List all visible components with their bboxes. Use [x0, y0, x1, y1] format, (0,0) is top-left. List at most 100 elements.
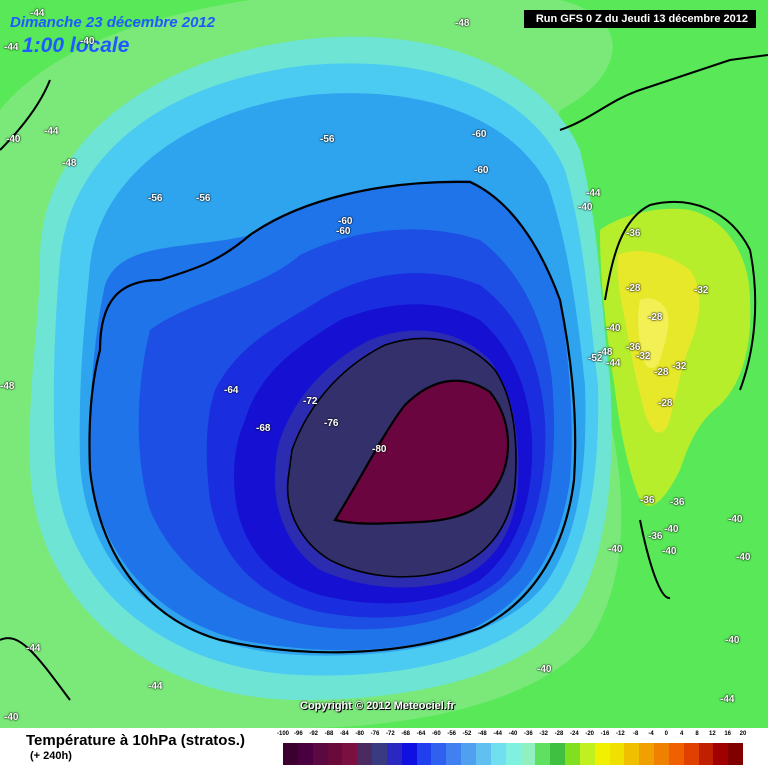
contour-value: -60: [472, 129, 487, 140]
map-local-time: 1:00 locale: [22, 34, 130, 57]
contour-value: -40: [662, 546, 677, 557]
legend-swatch: [728, 743, 744, 765]
contour-value: -40: [606, 323, 621, 334]
legend-swatch: [565, 743, 580, 765]
legend-swatch: [609, 743, 625, 765]
legend-swatch: [386, 743, 402, 765]
legend-swatch: [505, 743, 521, 765]
legend-tick: -20: [585, 731, 594, 737]
contour-value: -76: [324, 418, 339, 429]
contour-minus40-greenland: [604, 201, 757, 599]
legend-swatch: [431, 743, 447, 765]
contour-value: -72: [303, 396, 318, 407]
legend-swatch: [342, 743, 358, 765]
contour-value: -68: [256, 423, 271, 434]
copyright-text: Copyright © 2012 Meteociel.fr: [300, 700, 455, 712]
contour-value: -40: [6, 134, 21, 145]
legend-tick: -76: [370, 731, 380, 737]
contour-value: -64: [224, 385, 239, 396]
legend-swatch: [372, 743, 387, 765]
contour-value: -44: [26, 643, 41, 654]
legend-tick: -56: [447, 731, 456, 737]
contour-value: -56: [320, 134, 335, 145]
contour-value: -40: [736, 552, 751, 563]
legend-tick: -36: [523, 731, 533, 737]
legend-panel: Température à 10hPa (stratos.) (+ 240h) …: [0, 728, 768, 768]
legend-swatch: [446, 743, 462, 765]
legend-swatch: [283, 743, 298, 765]
legend-tick: -4: [648, 731, 654, 737]
contour-value: -36: [670, 497, 685, 508]
legend-swatch: [698, 743, 714, 765]
contour-value: -40: [4, 712, 19, 723]
legend-tick: -92: [309, 731, 318, 737]
legend-swatch: [668, 743, 684, 765]
legend-tick: -88: [324, 731, 334, 737]
contour-minus40-east: [559, 54, 768, 131]
contour-value: -40: [728, 514, 743, 525]
legend-tick: -24: [569, 731, 579, 737]
legend-tick: -64: [416, 731, 426, 737]
legend-tick: 12: [708, 731, 716, 737]
legend-color-bar: [283, 743, 744, 765]
legend-tick: 16: [724, 731, 731, 737]
legend-tick: 8: [695, 731, 699, 737]
contour-value: -80: [372, 444, 387, 455]
contour-value: -60: [474, 165, 489, 176]
contour-value: -32: [694, 285, 709, 296]
legend-tick: -32: [539, 731, 548, 737]
contour-value: -44: [148, 681, 163, 692]
legend-swatch: [416, 743, 432, 765]
legend-tick: -100: [276, 731, 290, 737]
legend-swatch: [594, 743, 610, 765]
legend-tick: -40: [508, 731, 518, 737]
legend-swatch: [312, 743, 328, 765]
legend-tick: -80: [355, 731, 364, 737]
contour-value: -40: [608, 544, 623, 555]
legend-tick-labels: -100 -96 -92 -88 -84 -80 -76 -72 -68 -64 -60 -56 -52…: [277, 731, 746, 741]
contour-value: -48: [455, 18, 470, 29]
legend-tick: 4: [679, 731, 684, 737]
legend-swatch: [535, 743, 551, 765]
map-title: Température à 10hPa (stratos.): [26, 732, 245, 749]
area-greenland-peak: [638, 298, 669, 369]
contour-value: -40: [80, 36, 95, 47]
contour-value: -36: [626, 342, 641, 353]
contour-value: -48: [0, 381, 15, 392]
legend-tick: -52: [462, 731, 472, 737]
contour-value: -40: [578, 202, 593, 213]
contour-value: -44: [606, 358, 621, 369]
contour-value: -36: [648, 531, 663, 542]
contour-value: -44: [30, 8, 45, 19]
forecast-step: (+ 240h): [30, 750, 72, 762]
temperature-map: Dimanche 23 décembre 2012 1:00 locale Ru…: [0, 0, 768, 728]
contour-value: -56: [148, 193, 163, 204]
legend-swatch: [475, 743, 491, 765]
legend-swatch: [357, 743, 373, 765]
contour-value: -44: [44, 126, 59, 137]
contour-minus76: [286, 337, 517, 578]
contour-value: -60: [338, 216, 353, 227]
legend-tick: 0: [664, 731, 668, 737]
map-canvas: [0, 0, 768, 728]
contour-value: -40: [537, 664, 552, 675]
legend-swatch: [624, 743, 640, 765]
legend-tick: -8: [632, 731, 639, 737]
legend-tick: -48: [477, 731, 487, 737]
contour-value: -40: [725, 635, 740, 646]
legend-tick: -72: [385, 731, 395, 737]
legend-tick: 20: [739, 731, 747, 737]
legend-tick: -96: [293, 731, 303, 737]
contour-minus80: [333, 379, 510, 525]
contour-value: -28: [648, 312, 663, 323]
legend-swatch: [550, 743, 566, 765]
legend-tick: -84: [339, 731, 349, 737]
contour-value: -28: [658, 398, 673, 409]
legend-swatch: [639, 743, 655, 765]
contour-value: -56: [196, 193, 211, 204]
contour-value: -32: [636, 351, 651, 362]
legend-swatch: [654, 743, 669, 765]
legend-swatch: [579, 743, 595, 765]
legend-swatch: [713, 743, 729, 765]
contour-value: -48: [62, 158, 77, 169]
